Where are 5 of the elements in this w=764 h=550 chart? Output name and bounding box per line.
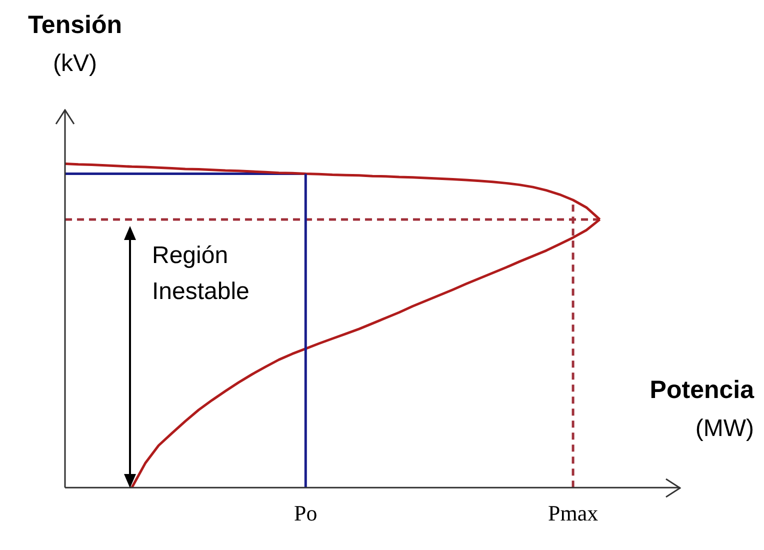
annotation: Región Inestable — [152, 242, 250, 305]
x-tick-label: Po — [294, 500, 318, 526]
y-axis-title: Tensión (kV) — [28, 11, 122, 78]
x-tick-label: Pmax — [548, 500, 598, 526]
x-axis-title: Potencia (MW) — [650, 376, 754, 442]
